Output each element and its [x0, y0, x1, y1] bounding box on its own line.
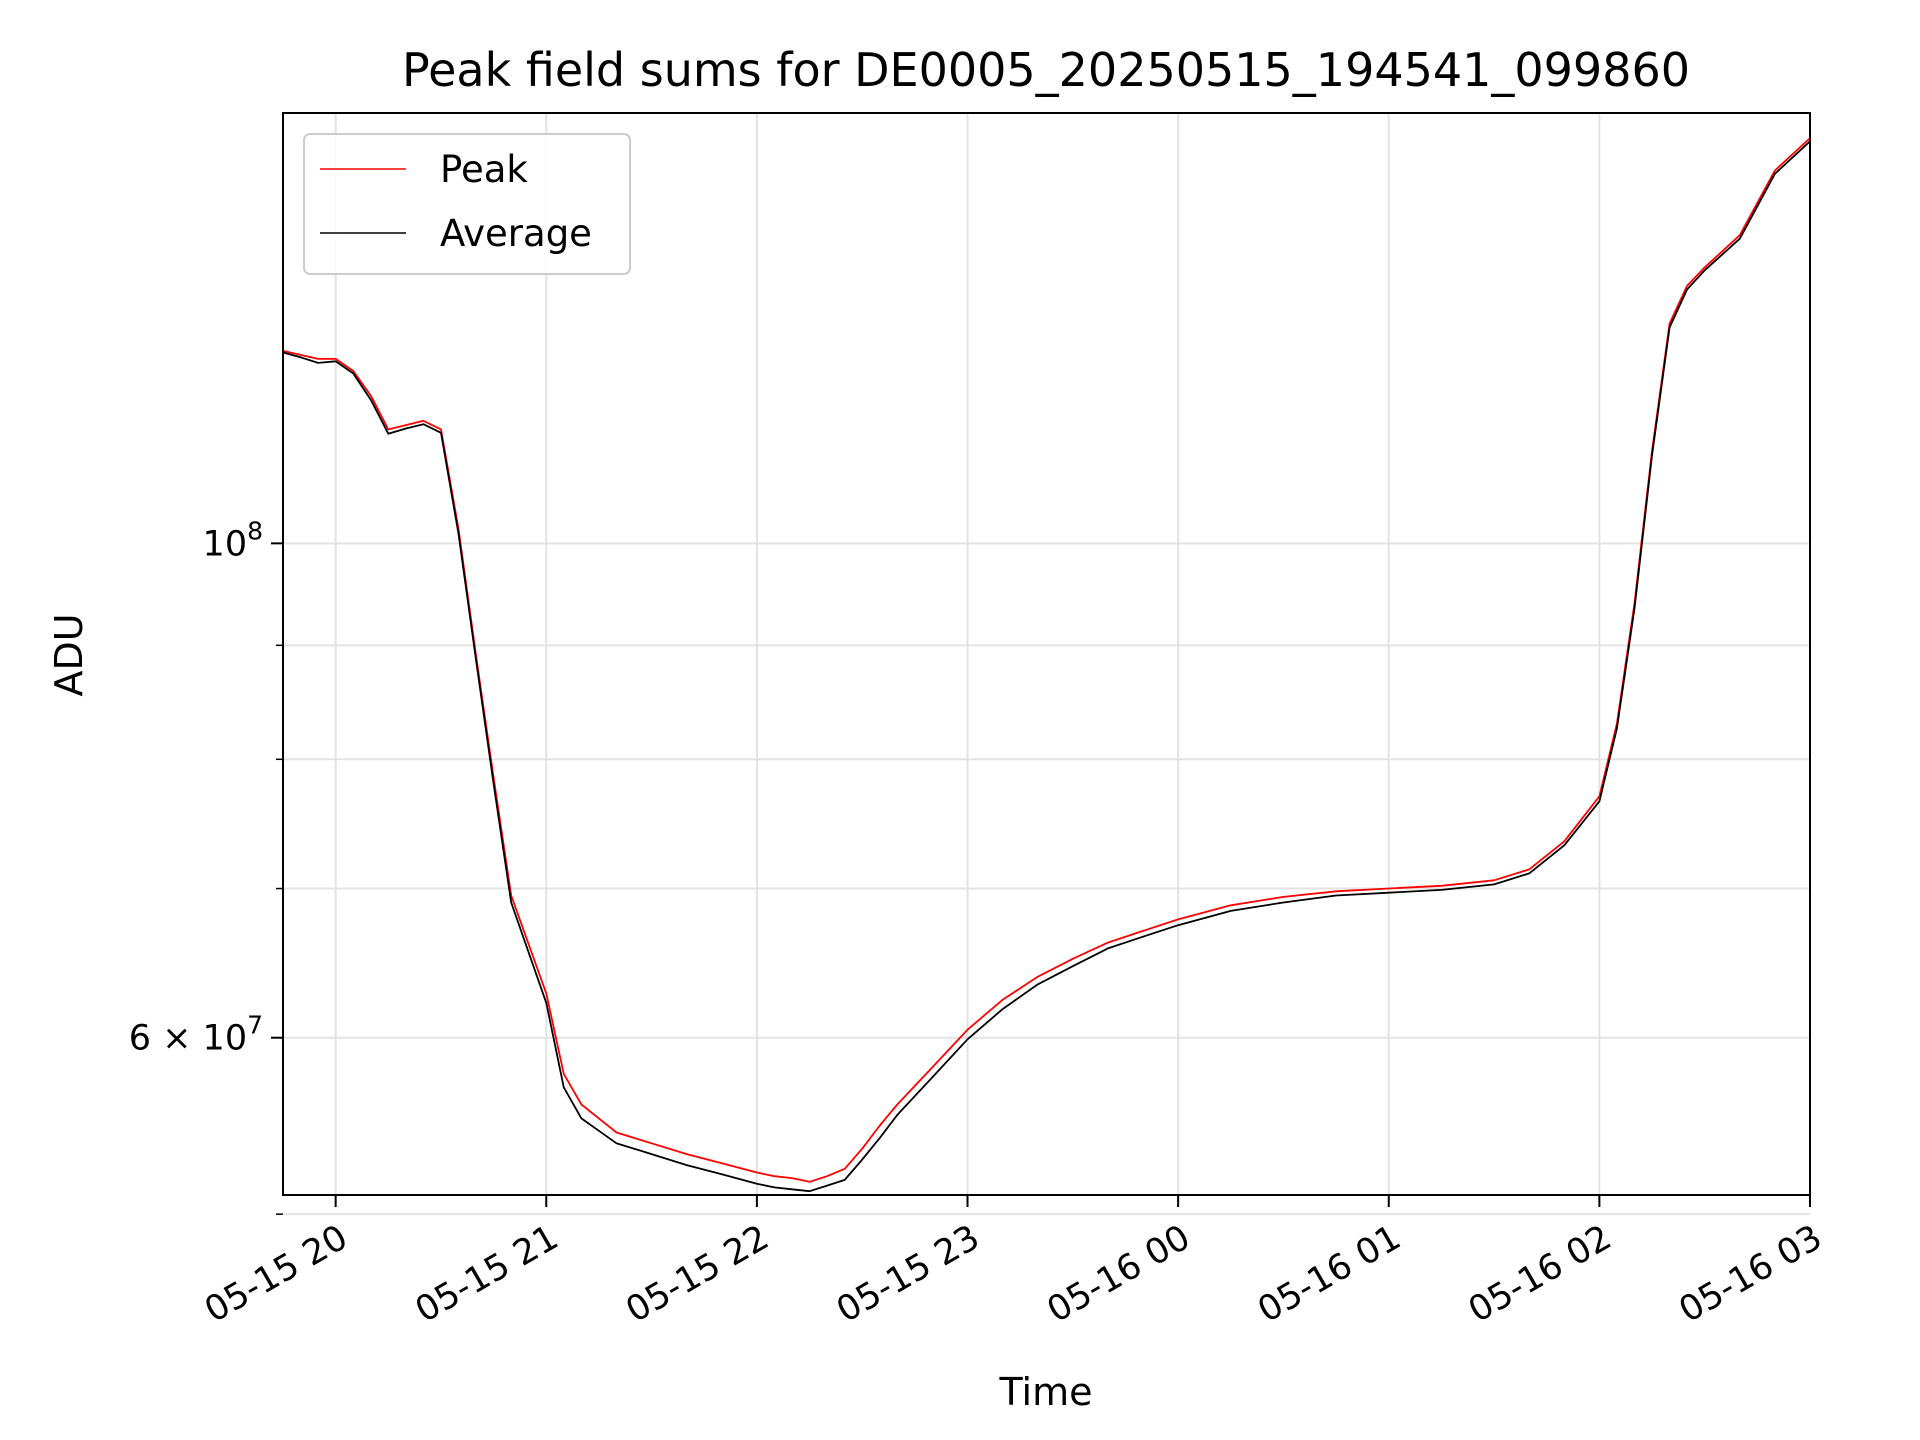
x-axis-label: Time [999, 1370, 1093, 1414]
series-layer [282, 137, 1811, 1193]
legend-label-average: Average [440, 212, 592, 255]
series-line-average [282, 140, 1811, 1193]
legend-label-peak: Peak [440, 148, 528, 191]
y-axis: 108 6 × 107 [129, 516, 283, 1215]
chart-title: Peak field sums for DE0005_20250515_1945… [402, 43, 1690, 97]
plot-frame [282, 112, 1811, 1196]
y-tick-label: 6 × 107 [129, 1011, 263, 1059]
legend: Peak Average [303, 133, 631, 275]
y-tick-label: 108 [203, 516, 263, 564]
y-axis-label: ADU [47, 613, 91, 696]
